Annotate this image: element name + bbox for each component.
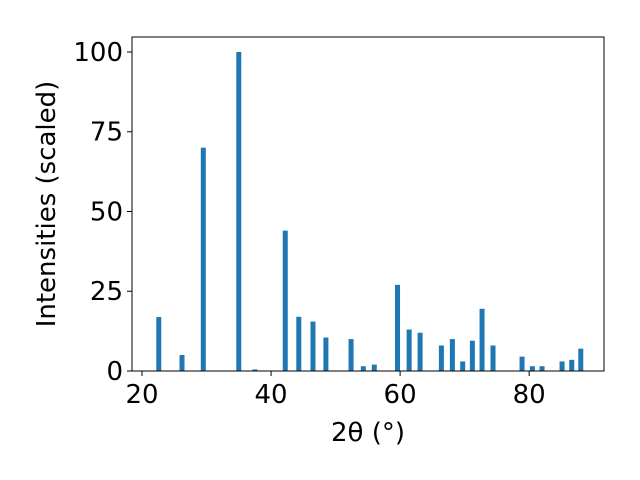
bar: [200, 147, 206, 371]
bar: [449, 339, 455, 371]
y-tick-label: 50: [90, 197, 123, 227]
bar: [469, 340, 475, 371]
bar: [519, 356, 525, 371]
bar: [323, 337, 329, 371]
bar: [371, 364, 377, 371]
x-axis-label: 2θ (°): [331, 418, 405, 448]
bar: [539, 366, 545, 371]
bar: [460, 361, 466, 371]
bar: [395, 284, 401, 371]
bar: [569, 359, 575, 371]
y-tick-label: 75: [90, 118, 123, 148]
bar: [348, 339, 354, 371]
x-tick-label: 60: [384, 380, 417, 410]
x-tick-label: 80: [513, 380, 546, 410]
x-tick-label: 20: [125, 380, 158, 410]
bar: [438, 345, 444, 371]
bar: [529, 366, 535, 371]
bar: [282, 230, 288, 371]
bar: [490, 345, 496, 371]
bar: [296, 316, 302, 371]
plot-frame: [131, 36, 605, 372]
y-tick-label: 100: [73, 38, 123, 68]
bar: [252, 369, 258, 371]
bar: [236, 51, 242, 371]
y-tick-label: 25: [90, 277, 123, 307]
y-axis-label: Intensities (scaled): [32, 81, 62, 328]
y-tick-label: 0: [106, 357, 123, 387]
bar: [156, 317, 162, 371]
bar: [406, 329, 412, 371]
x-tick-label: 40: [255, 380, 288, 410]
bar: [310, 321, 316, 371]
bar: [479, 308, 485, 371]
bar: [417, 332, 423, 371]
bar: [578, 348, 584, 371]
bar: [179, 355, 185, 371]
bar: [559, 361, 565, 371]
bar: [360, 366, 366, 371]
